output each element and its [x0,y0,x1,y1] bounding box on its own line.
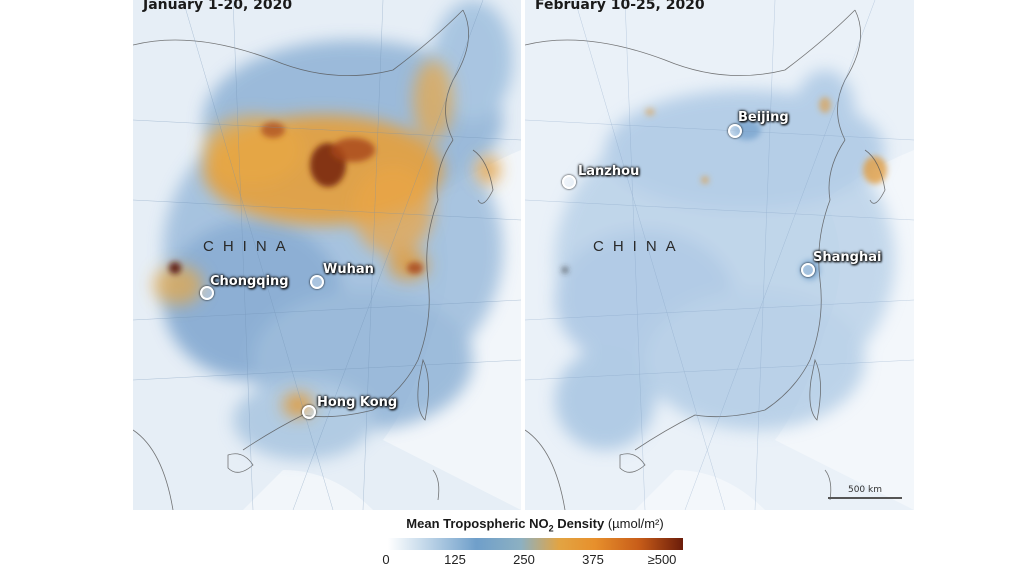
scale-bar-line [828,497,902,499]
legend-title-rest: Density [553,516,608,531]
city-label-beijing: Beijing [738,110,789,125]
legend-color-ramp [387,537,683,550]
color-legend: Mean Tropospheric NO2 Density (µmol/m²) … [370,516,700,568]
panel-title: January 1-20, 2020 [143,0,293,13]
legend-tick: 250 [513,551,535,567]
city-marker-hong-kong [302,405,316,419]
city-label-hong-kong: Hong Kong [317,395,398,410]
map-panel-february: February 10-25, 2020 CHINA Beijing Lanzh… [525,0,914,510]
panel-title: February 10-25, 2020 [535,0,705,13]
city-marker-lanzhou [562,175,576,189]
scale-bar: 500 km [828,485,902,499]
city-label-wuhan: Wuhan [323,262,374,277]
city-label-chongqing: Chongqing [210,274,289,289]
city-marker-chongqing [200,286,214,300]
region-label: CHINA [203,238,295,255]
city-marker-wuhan [310,275,324,289]
city-marker-shanghai [801,263,815,277]
legend-tick: 0 [382,551,390,567]
legend-title-subscript: 2 [548,523,554,534]
legend-title-main: Mean Tropospheric NO [406,516,549,531]
map-panel-january: January 1-20, 2020 CHINA Chongqing Wuhan… [133,0,521,510]
region-label: CHINA [593,238,685,255]
legend-ticks: 0 125 250 375 ≥500 [370,552,700,568]
city-label-lanzhou: Lanzhou [578,164,640,179]
legend-tick: ≥500 [647,551,677,567]
no2-map-january [133,0,521,510]
legend-tick: 375 [582,551,604,567]
legend-title: Mean Tropospheric NO2 Density (µmol/m²) [370,516,700,534]
scale-bar-label: 500 km [847,485,883,495]
city-label-shanghai: Shanghai [813,250,882,265]
legend-unit: (µmol/m²) [607,516,664,531]
no2-map-february [525,0,914,510]
legend-tick: 125 [444,551,466,567]
city-marker-beijing [728,124,742,138]
